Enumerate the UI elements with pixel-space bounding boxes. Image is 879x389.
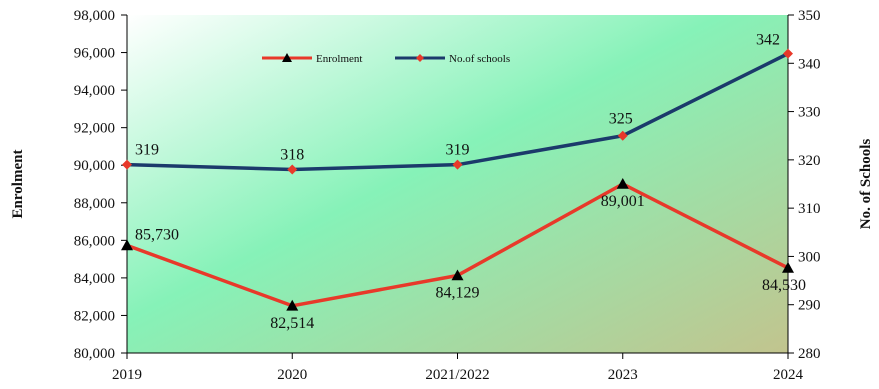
diamond-marker (617, 130, 628, 141)
diamond-marker (783, 48, 793, 59)
data-label-0: 84,129 (436, 284, 480, 301)
left-tick-label: 86,000 (74, 233, 115, 249)
diamond-marker (122, 159, 132, 170)
right-axis-title: No. of Schools (858, 139, 874, 230)
triangle-marker (121, 239, 133, 251)
data-label-1: 325 (609, 111, 633, 128)
legend: Enrolment No.of schools (262, 53, 510, 65)
right-y-axis: 280 290 300 310 320 330 340 350 (787, 8, 821, 362)
x-tick-label: 2024 (773, 367, 804, 383)
left-tick-label: 94,000 (74, 83, 115, 99)
diamond-marker (452, 159, 463, 170)
legend-label: Enrolment (316, 53, 362, 65)
plot-area (127, 15, 788, 353)
right-tick-label: 340 (798, 56, 821, 72)
left-tick-label: 98,000 (74, 8, 115, 24)
right-tick-label: 350 (798, 8, 821, 24)
right-tick-label: 290 (798, 298, 821, 314)
right-tick-label: 280 (798, 346, 821, 362)
diamond-marker (287, 164, 298, 175)
right-tick-label: 300 (798, 249, 821, 265)
right-tick-label: 320 (798, 153, 821, 169)
series-layer (121, 48, 794, 311)
data-label-0: 85,730 (135, 226, 179, 243)
right-tick-label: 330 (798, 105, 821, 121)
left-tick-label: 90,000 (74, 158, 115, 174)
triangle-marker (782, 261, 794, 273)
x-tick-label: 2021/2022 (425, 367, 489, 383)
data-labels: 85,730 82,514 84,129 89,001 84,530 319 318 319 3… (135, 32, 806, 332)
diamond-marker (416, 54, 424, 62)
left-tick-label: 92,000 (74, 121, 115, 137)
x-tick-label: 2023 (608, 367, 638, 383)
legend-label: No.of schools (449, 53, 510, 65)
data-label-1: 318 (280, 147, 304, 164)
data-label-0: 89,001 (601, 193, 645, 210)
triangle-marker (616, 177, 629, 189)
left-axis-title: Enrolment (10, 150, 26, 219)
x-tick-label: 2019 (112, 367, 142, 383)
right-tick-label: 310 (798, 201, 821, 217)
data-label-0: 84,530 (762, 277, 806, 294)
triangle-marker (451, 269, 464, 281)
left-y-axis: 80,000 82,000 84,000 86,000 88,000 90,000 92,0… (74, 8, 128, 362)
left-tick-label: 96,000 (74, 46, 115, 62)
data-label-0: 82,514 (270, 315, 314, 332)
data-label-1: 319 (446, 142, 470, 159)
data-label-1: 319 (135, 142, 159, 159)
left-tick-label: 80,000 (74, 346, 115, 362)
triangle-marker (282, 53, 292, 62)
data-label-1: 342 (756, 32, 780, 49)
x-axis: 2019 2020 2021/2022 2023 2024 (112, 352, 804, 383)
left-tick-label: 84,000 (74, 271, 115, 287)
triangle-marker (286, 299, 299, 311)
left-tick-label: 88,000 (74, 196, 115, 212)
x-tick-label: 2020 (277, 367, 307, 383)
left-tick-label: 82,000 (74, 308, 115, 324)
